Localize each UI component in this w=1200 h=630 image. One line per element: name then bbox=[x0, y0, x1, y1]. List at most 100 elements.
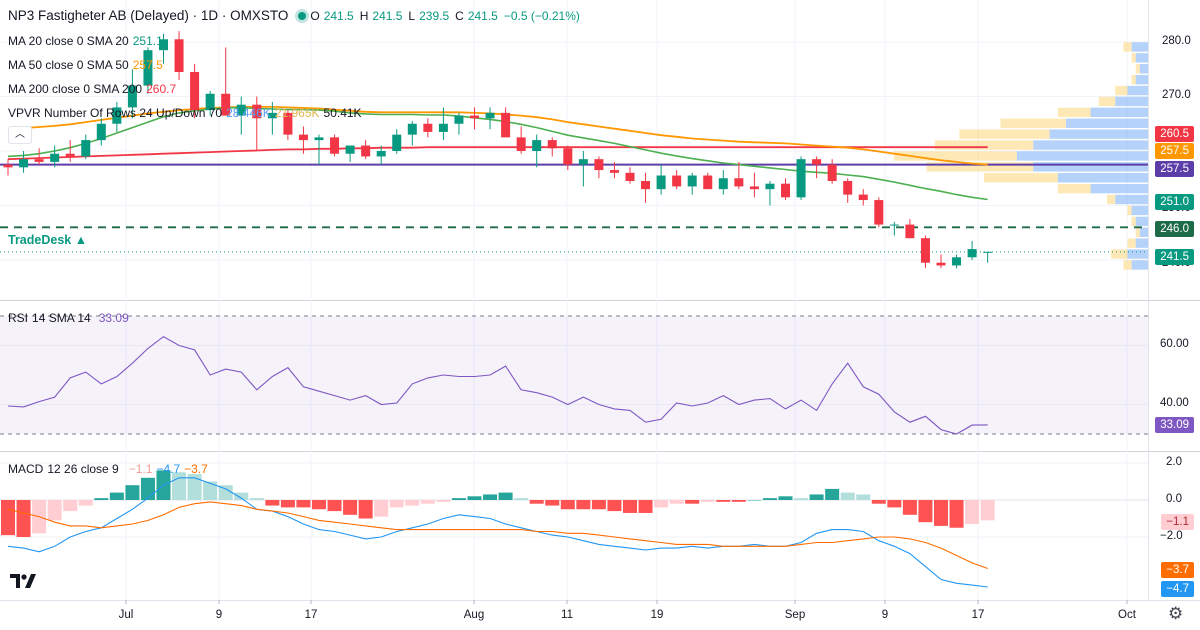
time-tick-label: Aug bbox=[463, 609, 485, 621]
vp-down-bar bbox=[1000, 118, 1066, 128]
macd-hist-bar bbox=[762, 498, 777, 500]
macd-hist-bar bbox=[47, 500, 62, 521]
vpvr-total-value: 50.41K bbox=[323, 106, 362, 120]
ma50-legend[interactable]: MA 50 close 0 SMA 50 257.5 bbox=[8, 57, 167, 73]
axis-ticks-layer bbox=[125, 600, 1128, 604]
candle-body bbox=[843, 180, 853, 195]
macd-hist-bar bbox=[514, 498, 529, 500]
candle-body bbox=[812, 159, 822, 165]
candle-body bbox=[50, 153, 60, 162]
candle-body bbox=[905, 224, 915, 239]
vp-down-bar bbox=[934, 140, 1034, 150]
macd-hist-bar bbox=[203, 481, 218, 500]
macd-hist-bar bbox=[280, 500, 295, 508]
candle-body bbox=[920, 238, 930, 263]
symbol-title[interactable]: NP3 Fastigheter AB (Delayed) · 1D · OMXS… bbox=[8, 8, 289, 23]
time-tick-label: Sep bbox=[784, 609, 806, 621]
candle-body bbox=[765, 183, 775, 190]
candle-body bbox=[283, 112, 293, 135]
ohlc-high-label: H bbox=[359, 9, 369, 23]
macd-hist-bar bbox=[965, 500, 980, 525]
ma50-price-tag: 257.5 bbox=[1155, 143, 1194, 159]
candle-body bbox=[221, 93, 231, 116]
macd-hist-bar bbox=[78, 500, 93, 506]
candle-body bbox=[594, 159, 604, 171]
candle-body bbox=[112, 107, 122, 124]
macd-tick-label: 0.0 bbox=[1166, 493, 1182, 505]
ma20-label: MA 20 close 0 SMA 20 bbox=[8, 34, 129, 48]
candle-body bbox=[3, 164, 13, 168]
ma50-value: 257.5 bbox=[132, 58, 163, 72]
volume-profile-layer bbox=[893, 42, 1148, 270]
macd-hist-bar bbox=[16, 500, 31, 537]
candle-body bbox=[392, 134, 402, 151]
vp-down-bar bbox=[984, 173, 1058, 183]
macd-hist-bar bbox=[467, 496, 482, 500]
candle-body bbox=[345, 145, 355, 154]
candle-body bbox=[656, 175, 666, 190]
vpvr-down-value: 21.965K bbox=[274, 106, 320, 120]
macd-hist-bar bbox=[436, 500, 451, 502]
vpvr-legend[interactable]: VPVR Number Of Rows 24 Up/Down 70 28.446K… bbox=[8, 105, 366, 121]
macd-hist-bar bbox=[109, 492, 124, 500]
candle-body bbox=[703, 175, 713, 190]
ma20-legend[interactable]: MA 20 close 0 SMA 20 251.1 bbox=[8, 33, 167, 49]
candle-body bbox=[314, 137, 324, 141]
vp-up-bar bbox=[1033, 140, 1148, 150]
rsi-band-fill bbox=[0, 316, 1148, 434]
rsi-layer bbox=[0, 315, 1148, 435]
rsi-legend[interactable]: RSI 14 SMA 14 33.09 bbox=[8, 310, 133, 326]
candle-body bbox=[252, 104, 262, 119]
macd-hist-bar bbox=[218, 485, 233, 500]
macd-hist-bar bbox=[669, 500, 684, 504]
macd-hist-value: −1.1 bbox=[128, 462, 153, 476]
ma20-value: 251.1 bbox=[132, 34, 163, 48]
macd-params: 12 26 close 9 bbox=[47, 462, 119, 476]
macd-hist-bar bbox=[607, 500, 622, 512]
macd-hist-bar bbox=[234, 492, 249, 500]
vp-up-bar bbox=[1090, 183, 1148, 194]
ma20-price-tag: 251.0 bbox=[1155, 194, 1194, 210]
candle-body bbox=[734, 178, 744, 187]
vp-down-bar bbox=[1123, 260, 1132, 270]
macd-legend[interactable]: MACD 12 26 close 9 −1.1 −4.7 −3.7 bbox=[8, 461, 212, 477]
vp-down-bar bbox=[1057, 107, 1091, 118]
vp-down-bar bbox=[1131, 74, 1136, 85]
settings-gear-icon[interactable]: ⚙ bbox=[1168, 604, 1184, 623]
collapse-legend-icon[interactable]: ︿ bbox=[8, 126, 32, 144]
candle-body bbox=[967, 249, 977, 258]
tradingview-logo-icon[interactable] bbox=[8, 568, 38, 592]
candle-body bbox=[672, 175, 682, 187]
macd-hist-bar bbox=[374, 500, 389, 517]
macd-hist-bar bbox=[591, 500, 606, 510]
candle-body bbox=[143, 50, 153, 86]
vp-down-bar bbox=[1135, 64, 1140, 74]
macd-hist-bar bbox=[856, 494, 871, 500]
price-tick-label: 280.0 bbox=[1162, 35, 1191, 47]
symbol-legend[interactable]: NP3 Fastigheter AB (Delayed) · 1D · OMXS… bbox=[8, 8, 584, 24]
tradedesk-logo[interactable]: TradeDesk ▲ bbox=[8, 233, 87, 247]
candle-body bbox=[889, 224, 899, 226]
candle-body bbox=[205, 93, 215, 111]
time-tick-label: Oct bbox=[1118, 609, 1136, 621]
macd-hist-bar bbox=[731, 500, 746, 502]
rsi-tick-label: 40.00 bbox=[1160, 397, 1189, 409]
macd-line bbox=[7, 477, 988, 588]
time-tick-label: 9 bbox=[215, 609, 223, 621]
candle-body bbox=[641, 180, 651, 190]
candle-body bbox=[874, 200, 884, 225]
vp-down-bar bbox=[1131, 53, 1136, 63]
vp-up-bar bbox=[1135, 74, 1148, 85]
macd-hist-bar bbox=[980, 500, 995, 521]
macd-hist-bar bbox=[529, 500, 544, 504]
candle-body bbox=[936, 262, 946, 266]
macd-hist-bar bbox=[654, 500, 669, 508]
candle-body bbox=[96, 123, 106, 141]
macd-hist-bar bbox=[187, 474, 202, 500]
candle-body bbox=[578, 159, 588, 165]
ma200-legend[interactable]: MA 200 close 0 SMA 200 260.7 bbox=[8, 81, 180, 97]
candles-layer[interactable] bbox=[3, 31, 993, 269]
vp-down-bar bbox=[1115, 85, 1128, 96]
vp-down-bar bbox=[1057, 183, 1091, 194]
